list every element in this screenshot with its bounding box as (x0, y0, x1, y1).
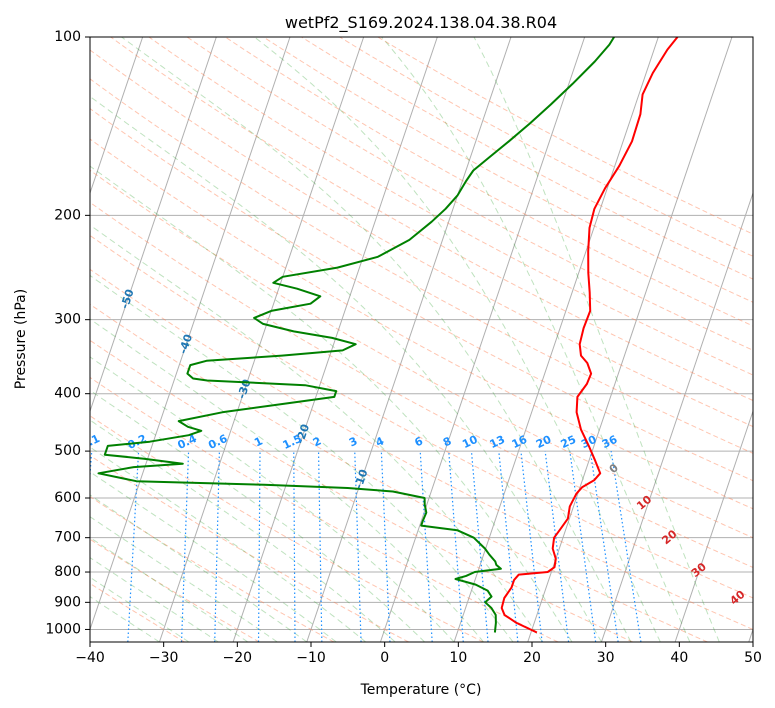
y-tick-label: 800 (54, 564, 81, 580)
isotherm-label: -20 (293, 422, 312, 445)
dry-adiabat-line (90, 454, 409, 642)
isotherm-label: -10 (352, 467, 371, 490)
moist-adiabat-line (473, 37, 720, 642)
y-tick-label: 600 (54, 490, 81, 506)
moist-adiabat-line (90, 494, 308, 642)
y-tick-label: 300 (54, 312, 81, 328)
dry-adiabat-line (90, 201, 753, 568)
isotherm-line (527, 37, 733, 642)
background-lines (90, 37, 753, 642)
y-axis-label: Pressure (hPa) (13, 289, 29, 389)
isotherm-line (453, 37, 659, 642)
y-tick-label: 1000 (45, 621, 81, 637)
isotherm-label: -40 (176, 332, 195, 355)
isotherm-line (90, 37, 217, 413)
mixing-ratio-label: 13 (488, 433, 507, 451)
x-tick-label: −20 (223, 650, 253, 666)
isotherm-line (600, 191, 753, 642)
dry-adiabat-line (90, 49, 753, 428)
isotherm-line (379, 37, 586, 642)
x-axis-label: Temperature (°C) (360, 682, 482, 698)
temperature-profile (500, 37, 679, 634)
x-tick-label: 0 (380, 650, 389, 666)
x-tick-label: −30 (149, 650, 179, 666)
y-tick-label: 500 (54, 443, 81, 459)
dry-adiabat-line (90, 78, 753, 454)
y-tick-label: 100 (54, 29, 81, 45)
dry-adiabat-line (90, 415, 484, 642)
dry-adiabat-line (90, 169, 753, 539)
mixing-ratio-label: 20 (534, 433, 554, 451)
dry-adiabat-line (110, 37, 753, 402)
moist-adiabat-line (90, 95, 602, 642)
moist-adiabat-line (90, 419, 396, 642)
moist-adiabat-line (90, 274, 514, 642)
profile-series (97, 37, 679, 634)
moist-adiabat-line (381, 37, 691, 642)
mixing-ratio-line (520, 451, 543, 642)
dry-adiabat-line (90, 339, 634, 642)
mixing-ratio-label: 10 (460, 433, 480, 451)
dry-adiabat-line (90, 268, 753, 630)
dry-adiabat-line (90, 376, 559, 642)
dry-adiabat-line (90, 234, 753, 599)
moist-adiabat-line (90, 389, 425, 642)
y-tick-label: 900 (54, 594, 81, 610)
isotherm-line (306, 37, 512, 642)
moist-adiabat-line (90, 224, 543, 642)
dry-adiabat-line (90, 303, 708, 642)
mixing-ratio-label: 36 (600, 433, 620, 451)
reference-line-labels: -100-90-80-70-60-50-40-30-20-100.10.20.4… (79, 287, 748, 607)
dewpoint-profile (97, 37, 615, 633)
isotherm-line (674, 409, 753, 642)
mixing-ratio-label: 0.1 (79, 432, 102, 452)
y-tick-label: 700 (54, 530, 81, 546)
isotherm-line (90, 37, 291, 632)
plot-frame (89, 36, 754, 643)
dry-adiabat-line (90, 582, 185, 642)
x-tick-label: −40 (75, 650, 105, 666)
moist-adiabat-line (90, 516, 278, 642)
moist-adiabat-line (254, 37, 661, 642)
mixing-ratio-label: 16 (510, 433, 530, 451)
axes: −40 −30 −20 −10 0 10 20 30 40 50 100 200 300 400 500 60… (45, 29, 762, 666)
isotherm-label: -50 (118, 287, 137, 310)
mixing-ratio-label: 25 (559, 433, 578, 451)
dry-adiabat-line (263, 37, 753, 303)
y-tick-label: 400 (54, 386, 81, 402)
x-tick-label: 30 (597, 650, 615, 666)
x-tick-label: −10 (296, 650, 326, 666)
moist-adiabat-line (90, 356, 455, 642)
plot-background (90, 37, 753, 642)
isotherm-line (158, 37, 365, 642)
dry-adiabat-line (90, 538, 260, 642)
moist-adiabat-line (90, 471, 337, 642)
x-tick-label: 20 (523, 650, 541, 666)
y-tick-label: 200 (54, 207, 81, 223)
x-tick-label: 10 (449, 650, 467, 666)
x-tick-label: 40 (670, 650, 688, 666)
mixing-ratio-line (589, 451, 619, 642)
x-tick-label: 50 (744, 650, 762, 666)
isotherm-line (90, 37, 144, 195)
mixing-ratio-line (569, 451, 597, 642)
mixing-ratio-line (610, 451, 642, 642)
mixing-ratio-line (544, 451, 570, 642)
chart-title: wetPf2_S169.2024.138.04.38.R04 (285, 13, 557, 33)
